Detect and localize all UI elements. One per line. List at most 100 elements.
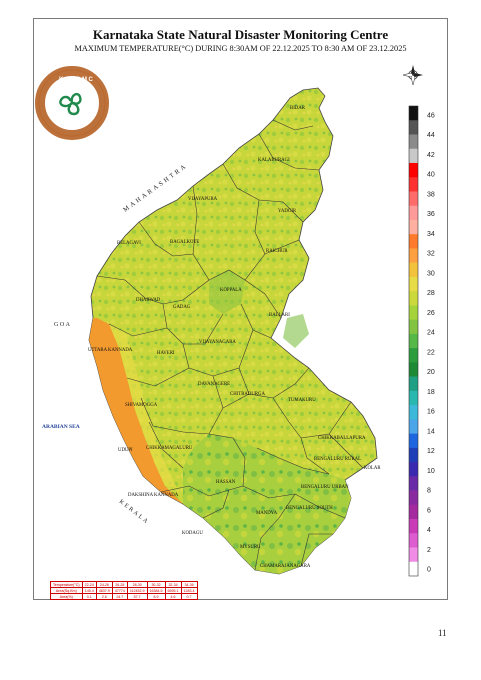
colorbar-tick-label: 14 — [427, 428, 435, 435]
colorbar-tick-label: 46 — [427, 113, 435, 120]
coastal-yellow-zone — [109, 324, 177, 488]
district-label: DAKSHINA KANNADA — [128, 493, 179, 498]
colorbar-tick-label: 34 — [427, 231, 435, 238]
district-label: CHIKKAMAGALURU — [146, 446, 193, 451]
table-cell: 24.7 — [111, 593, 128, 600]
temperature-map: MAHARASHTRA GOA ARABIAN SEA KERALA BIDAR… — [35, 65, 435, 577]
district-label: BELAGAVI — [117, 241, 141, 246]
colorbar-segment — [409, 533, 418, 548]
colorbar-segment — [409, 162, 418, 178]
district-label: MANDYA — [256, 511, 278, 516]
colorbar-segment — [409, 276, 418, 292]
central-green-zone — [209, 270, 245, 314]
colorbar-tick-label: 18 — [427, 389, 435, 396]
colorbar-segment — [409, 305, 418, 320]
district-label: BENGALURU SOUTH — [286, 506, 333, 511]
district-label: SHIVAMOGGA — [125, 403, 158, 408]
district-label: CHIKKABALLAPURA — [318, 436, 366, 441]
map-subtitle: MAXIMUM TEMPERATURE(°C) DURING 8:30AM OF… — [74, 44, 407, 53]
district-label: KALABURAGI — [258, 158, 290, 163]
district-label: UTTARA KANNADA — [88, 348, 133, 353]
district-label: KOPPALA — [220, 288, 242, 293]
table-cell: 0.1 — [81, 593, 97, 600]
table-cell: 4.6 — [164, 593, 182, 600]
colorbar-segment — [409, 120, 418, 135]
colorbar-segment — [409, 205, 418, 221]
colorbar-segment — [409, 519, 418, 534]
colorbar-segment — [409, 362, 418, 377]
district-label: UDUPI — [118, 448, 133, 453]
colorbar-tick-label: 0 — [427, 567, 431, 574]
district-label: BENGALURU URBAN — [301, 485, 349, 490]
colorbar-segment — [409, 476, 418, 491]
colorbar-segment — [409, 291, 418, 306]
table-row-header: Area(%) — [50, 593, 83, 600]
colorbar-segment — [409, 433, 418, 449]
colorbar-tick-label: 28 — [427, 290, 435, 297]
colorbar-frame — [408, 105, 419, 577]
area-statistics-table: Temperature(°C) 22-24 24-26 26-28 28-30 30-32… — [50, 581, 198, 600]
colorbar-tick-label: 36 — [427, 211, 435, 218]
colorbar-segment — [409, 106, 418, 121]
district-label: BAGALKOTE — [170, 240, 199, 245]
district-label: KODAGU — [182, 531, 203, 536]
colorbar-segment — [409, 561, 418, 577]
district-label: CHITRADURGA — [230, 392, 265, 397]
colorbar-tick-label: 32 — [427, 251, 435, 258]
colorbar-segment — [409, 547, 418, 563]
table-cell: 2.6 — [95, 593, 113, 600]
colorbar-tick-label: 12 — [427, 448, 435, 455]
colorbar-tick-label: 10 — [427, 468, 435, 475]
table-cell: 0.7 — [180, 593, 198, 600]
colorbar-tick-label: 44 — [427, 132, 435, 139]
table-row: Temperature(°C) 22-24 24-26 26-28 28-30 30-32… — [50, 581, 198, 588]
colorbar-segment — [409, 376, 418, 392]
colorbar-tick-label: 38 — [427, 191, 435, 198]
label-arabian-sea: ARABIAN SEA — [42, 424, 80, 430]
east-green-zone — [283, 314, 309, 348]
colorbar-tick-label: 2 — [427, 547, 431, 554]
district-label: CHAMARAJANAGARA — [260, 564, 311, 569]
colorbar-segment — [409, 319, 418, 335]
triskelion-logo: KSNDMC — [35, 66, 109, 140]
colorbar-segment — [409, 262, 418, 278]
temperature-colorbar: 4644424038363432302826242220181614121086… — [408, 105, 435, 577]
colorbar-segment — [409, 148, 418, 164]
colorbar-segment — [409, 447, 418, 463]
district-label: HAVERI — [157, 351, 175, 356]
colorbar-segment — [409, 248, 418, 263]
district-label: BALLARI — [269, 313, 290, 318]
colorbar-segment — [409, 504, 418, 520]
colorbar-segment — [409, 219, 418, 235]
colorbar-segment — [409, 462, 418, 477]
colorbar-segment — [409, 234, 418, 249]
page-number: 11 — [438, 628, 447, 638]
district-label: KOLAR — [364, 466, 381, 471]
map-title: Karnataka State Natural Disaster Monitor… — [92, 27, 389, 42]
district-label: HASSAN — [216, 480, 236, 485]
colorbar-tick-label: 42 — [427, 152, 435, 159]
colorbar-tick-label: 40 — [427, 172, 435, 179]
colorbar-segment — [409, 405, 418, 420]
colorbar-tick-label: 22 — [427, 349, 435, 356]
colorbar-segment — [409, 134, 418, 150]
colorbar-tick-label: 16 — [427, 409, 435, 416]
district-label: RAICHUR — [266, 249, 288, 254]
southern-green-zone — [183, 434, 351, 574]
table-row: Area(%) 0.1 2.6 24.7 57.7 8.9 4.6 0.7 — [50, 593, 198, 600]
colorbar-segment — [409, 390, 418, 406]
district-label: VIJAYANAGARA — [199, 340, 236, 345]
district-boundaries — [96, 119, 364, 571]
district-labels: BIDAR KALABURAGI VIJAYAPURA YADGIR BELAG… — [88, 106, 381, 569]
colorbar-segment — [409, 191, 418, 206]
colorbar-segment — [409, 419, 418, 434]
district-label: BIDAR — [290, 106, 306, 111]
district-label: VIJAYAPURA — [188, 197, 218, 202]
district-label: DAVANAGERE — [198, 382, 230, 387]
colorbar-tick-label: 6 — [427, 507, 431, 514]
district-label: BENGALURU RURAL — [314, 457, 361, 462]
colorbar-segment — [409, 333, 418, 349]
district-label: TUMAKURU — [288, 398, 316, 403]
colorbar-segment — [409, 490, 418, 506]
district-label: YADGIR — [278, 209, 297, 214]
